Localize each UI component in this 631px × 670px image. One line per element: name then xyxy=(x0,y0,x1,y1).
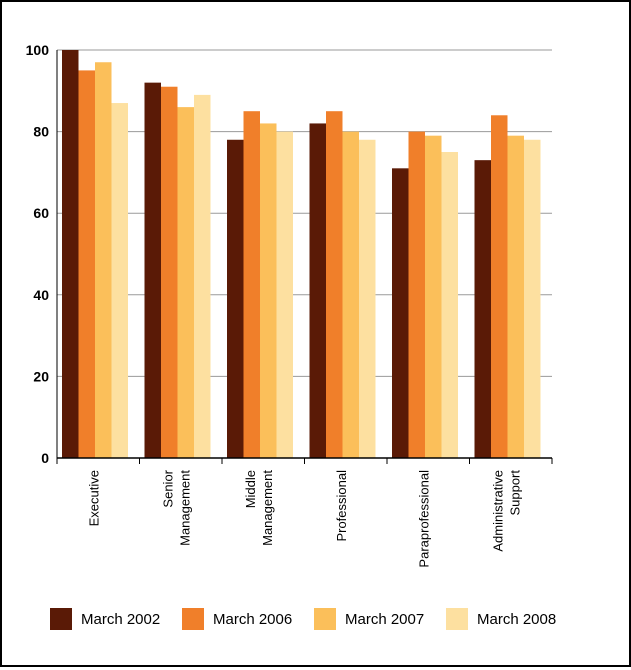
bar-march-2007 xyxy=(95,62,112,459)
legend-swatch xyxy=(314,608,336,630)
category-label: Administrative Support xyxy=(490,470,522,552)
bar-march-2006 xyxy=(326,111,343,458)
bar-march-2006 xyxy=(161,86,178,458)
bars xyxy=(62,50,541,459)
y-tick-label: 40 xyxy=(33,287,49,303)
legend-label: March 2008 xyxy=(477,611,556,628)
bar-march-2008 xyxy=(276,131,293,458)
bar-march-2006 xyxy=(491,115,508,458)
category-label: Executive xyxy=(86,470,101,526)
category-label: Middle Management xyxy=(243,470,275,546)
bar-march-2007 xyxy=(260,123,277,458)
bar-march-2008 xyxy=(111,103,128,458)
bar-march-2008 xyxy=(524,139,541,458)
category-label: Paraprofessional xyxy=(416,470,431,568)
category-label: Senior Management xyxy=(160,469,192,546)
category-label: Professional xyxy=(334,470,349,542)
bar-march-2006 xyxy=(78,70,95,459)
bar-march-2006 xyxy=(243,111,260,458)
bar-march-2008 xyxy=(194,94,211,458)
category-label-line: Management xyxy=(260,470,275,546)
bar-march-2002 xyxy=(392,168,409,458)
legend-swatch xyxy=(446,608,468,630)
legend: March 2002 March 2006 March 2007 March 2008 xyxy=(50,608,556,630)
category-label-line: Paraprofessional xyxy=(416,470,431,568)
bar-march-2008 xyxy=(359,139,376,458)
category-label-line: Executive xyxy=(86,470,101,526)
bar-march-2007 xyxy=(177,107,194,459)
bar-march-2002 xyxy=(144,82,161,458)
bar-march-2002 xyxy=(309,123,326,458)
legend-swatch xyxy=(50,608,72,630)
y-tick-label: 60 xyxy=(33,205,49,221)
axes xyxy=(56,50,553,464)
legend-swatch xyxy=(182,608,204,630)
category-label-line: Middle xyxy=(243,470,258,508)
y-tick-label: 0 xyxy=(41,450,49,466)
bar-march-2002 xyxy=(474,160,491,458)
bar-march-2008 xyxy=(441,152,458,458)
category-label-line: Professional xyxy=(334,470,349,542)
category-label-line: Management xyxy=(177,470,192,546)
legend-label: March 2007 xyxy=(345,611,424,628)
bar-march-2007 xyxy=(425,135,442,458)
gridlines xyxy=(57,49,552,377)
bar-march-2002 xyxy=(227,139,244,458)
category-label-line: Support xyxy=(507,470,522,516)
category-label-line: Senior xyxy=(160,469,175,507)
bar-march-2006 xyxy=(408,131,425,458)
category-label-line: Administrative xyxy=(490,470,505,552)
legend-label: March 2002 xyxy=(81,611,160,628)
bar-march-2002 xyxy=(62,50,79,458)
bar-march-2007 xyxy=(507,135,524,458)
y-tick-label: 100 xyxy=(26,42,50,58)
y-tick-label: 20 xyxy=(33,368,49,384)
bar-march-2007 xyxy=(342,131,359,458)
legend-label: March 2006 xyxy=(213,611,292,628)
y-tick-label: 80 xyxy=(33,124,49,140)
